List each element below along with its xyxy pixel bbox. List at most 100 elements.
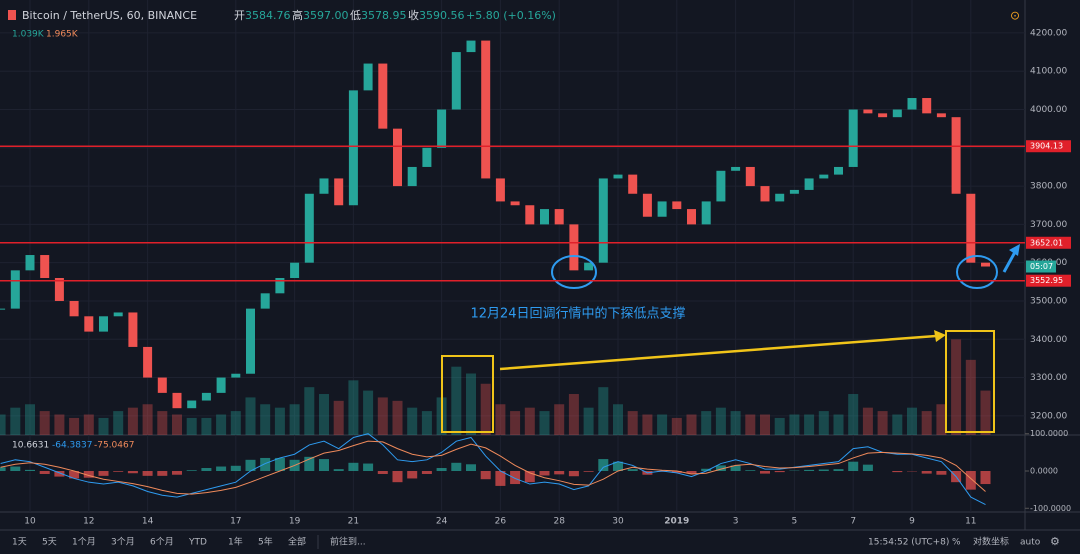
volume-bar bbox=[83, 414, 94, 435]
macd-histogram bbox=[568, 471, 579, 477]
macd-histogram bbox=[216, 466, 227, 471]
x-tick-label: 9 bbox=[909, 517, 915, 527]
range-button[interactable]: 全部 bbox=[288, 536, 306, 548]
range-button[interactable]: 5年 bbox=[258, 536, 273, 548]
candle bbox=[819, 174, 829, 179]
macd-histogram bbox=[480, 471, 491, 480]
volume-bar bbox=[833, 414, 844, 435]
volume-bar bbox=[598, 387, 609, 435]
ohlc-label: 高 bbox=[292, 8, 303, 22]
range-button[interactable]: 1年 bbox=[228, 536, 243, 548]
candle bbox=[495, 178, 505, 202]
volume-bar bbox=[862, 407, 873, 435]
macd-histogram bbox=[274, 457, 285, 471]
level-tag bbox=[1026, 140, 1071, 153]
y-tick-label: 3500.00 bbox=[1030, 296, 1067, 306]
macd-histogram bbox=[862, 464, 873, 471]
volume-bar bbox=[554, 404, 565, 435]
macd-histogram bbox=[627, 469, 638, 471]
macd-histogram bbox=[157, 471, 168, 476]
volume-bar bbox=[39, 411, 50, 435]
range-button[interactable]: 3个月 bbox=[111, 537, 135, 548]
x-tick-label: 12 bbox=[83, 517, 94, 527]
axis-option[interactable]: 对数坐标 bbox=[973, 536, 1009, 548]
macd-histogram bbox=[363, 463, 374, 471]
macd-histogram bbox=[510, 471, 521, 485]
candle bbox=[10, 270, 20, 309]
ohlc-value: 3578.95 bbox=[361, 9, 407, 22]
volume-bar bbox=[98, 417, 109, 435]
candle bbox=[69, 300, 79, 317]
candle bbox=[510, 201, 520, 206]
candle bbox=[598, 178, 608, 263]
axis-option[interactable]: auto bbox=[1020, 538, 1041, 548]
volume-bar bbox=[657, 414, 668, 435]
macd-histogram bbox=[421, 471, 432, 474]
candle bbox=[84, 316, 94, 332]
candle bbox=[745, 166, 755, 187]
candle bbox=[672, 201, 682, 210]
macd-histogram bbox=[936, 471, 947, 475]
candle bbox=[348, 90, 358, 206]
macd-histogram bbox=[848, 461, 859, 471]
macd-histogram bbox=[466, 464, 476, 471]
level-tag bbox=[1026, 236, 1071, 249]
volume-bar bbox=[392, 400, 403, 435]
macd-histogram bbox=[701, 468, 712, 471]
volume-bar bbox=[377, 397, 388, 435]
range-button[interactable]: 1天 bbox=[12, 538, 27, 548]
macd-histogram bbox=[319, 459, 329, 471]
candle bbox=[731, 166, 741, 171]
volume-bar bbox=[25, 404, 35, 435]
volume-bar bbox=[54, 414, 65, 435]
candle bbox=[0, 308, 6, 310]
volume-bar bbox=[0, 414, 6, 435]
macd-histogram bbox=[539, 471, 550, 476]
ohlc-value: 3597.00 bbox=[303, 9, 349, 22]
y-tick-label: 4100.00 bbox=[1030, 67, 1067, 77]
candle bbox=[804, 178, 814, 190]
volume-bar bbox=[789, 414, 800, 435]
macd-histogram bbox=[377, 471, 388, 474]
range-button[interactable]: 1个月 bbox=[72, 537, 96, 548]
candle bbox=[584, 262, 594, 271]
macd-histogram bbox=[54, 471, 65, 477]
candle bbox=[275, 278, 285, 294]
range-button[interactable]: YTD bbox=[188, 538, 207, 548]
goto-button[interactable]: 前往到... bbox=[330, 536, 366, 548]
macd-histogram bbox=[172, 471, 182, 475]
macd-tick-label: 0.0000 bbox=[1030, 467, 1058, 476]
countdown: 05:07 bbox=[1030, 262, 1053, 271]
symbol-icon bbox=[8, 10, 16, 20]
candle bbox=[172, 392, 182, 409]
highlight-box bbox=[945, 330, 995, 433]
symbol[interactable]: Bitcoin / TetherUS, 60, BINANCE bbox=[22, 9, 197, 22]
volume-bar bbox=[10, 407, 21, 435]
candle bbox=[613, 174, 623, 179]
range-button[interactable]: 6个月 bbox=[150, 537, 174, 548]
volume-bar bbox=[348, 380, 359, 435]
range-button[interactable]: 5天 bbox=[42, 538, 57, 548]
macd-histogram bbox=[186, 470, 197, 471]
candle bbox=[716, 170, 726, 202]
macd-histogram bbox=[524, 471, 535, 483]
axis-option[interactable]: % bbox=[952, 538, 961, 548]
candle bbox=[143, 346, 153, 378]
macd-histogram bbox=[201, 468, 212, 471]
candle bbox=[437, 109, 447, 148]
volume-bar bbox=[524, 407, 535, 435]
level-tag bbox=[1026, 274, 1071, 287]
volume-bar bbox=[745, 414, 756, 435]
candle bbox=[157, 377, 167, 393]
alert-icon[interactable]: ⊙ bbox=[1010, 9, 1020, 23]
volume-bar bbox=[245, 397, 256, 435]
settings-icon[interactable]: ⚙ bbox=[1050, 535, 1060, 548]
candle bbox=[113, 312, 123, 317]
macd-histogram bbox=[245, 459, 256, 471]
macd-histogram bbox=[686, 471, 697, 474]
macd-histogram bbox=[745, 470, 756, 471]
volume-bar bbox=[686, 414, 697, 435]
volume-bar bbox=[921, 411, 932, 435]
macd-histogram bbox=[833, 469, 844, 471]
